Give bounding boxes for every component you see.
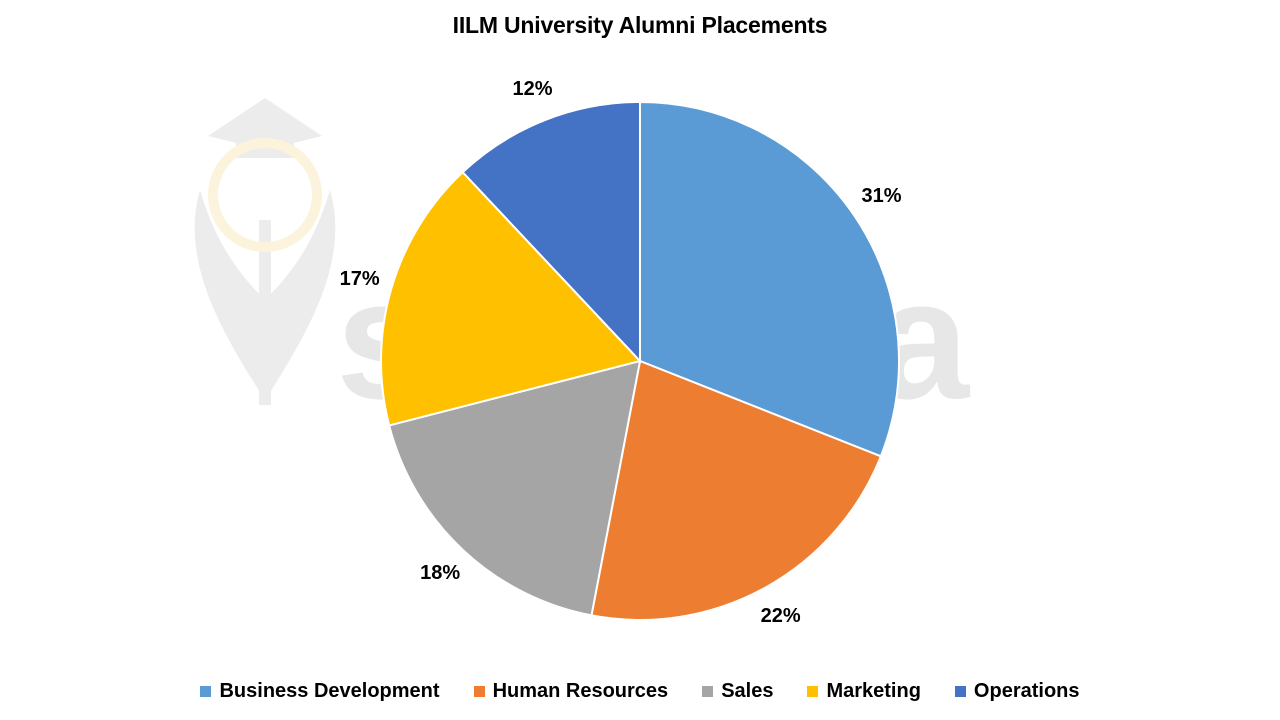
legend-swatch-icon — [807, 686, 819, 697]
data-label-business-development: 31% — [861, 185, 901, 207]
legend-swatch-icon — [954, 686, 966, 697]
legend-item-human-resources: Human Resources — [473, 680, 669, 703]
watermark-ring-icon — [208, 138, 322, 252]
pie-data-labels: 31% 22% 18% 17% 12% — [340, 78, 902, 627]
pie-slice-human-resources — [590, 359, 883, 621]
legend-item-marketing: Marketing — [807, 680, 921, 703]
data-label-human-resources: 22% — [761, 605, 801, 627]
legend-label: Human Resources — [492, 680, 669, 702]
legend-label: Business Development — [219, 680, 440, 702]
pie-slice-business-development — [639, 100, 900, 458]
legend-label: Marketing — [826, 680, 921, 702]
pie-slice-sales — [387, 359, 642, 617]
legend-item-business-development: Business Development — [200, 680, 440, 703]
legend-label: Operations — [973, 680, 1080, 702]
pie-slice-operations — [461, 100, 641, 364]
data-label-sales: 18% — [420, 562, 460, 584]
chart-legend: Business Development Human Resources Sales… — [0, 680, 1280, 703]
legend-swatch-icon — [473, 686, 485, 697]
pie-slice-marketing — [380, 170, 642, 427]
legend-swatch-icon — [200, 686, 212, 697]
legend-swatch-icon — [702, 686, 714, 697]
chart-title: IILM University Alumni Placements — [452, 12, 828, 38]
legend-item-operations: Operations — [954, 680, 1080, 703]
legend-item-sales: Sales — [702, 680, 773, 703]
data-label-marketing: 17% — [340, 268, 380, 290]
legend-label: Sales — [721, 680, 774, 702]
data-label-operations: 12% — [512, 78, 552, 100]
pie-slices — [380, 100, 900, 621]
